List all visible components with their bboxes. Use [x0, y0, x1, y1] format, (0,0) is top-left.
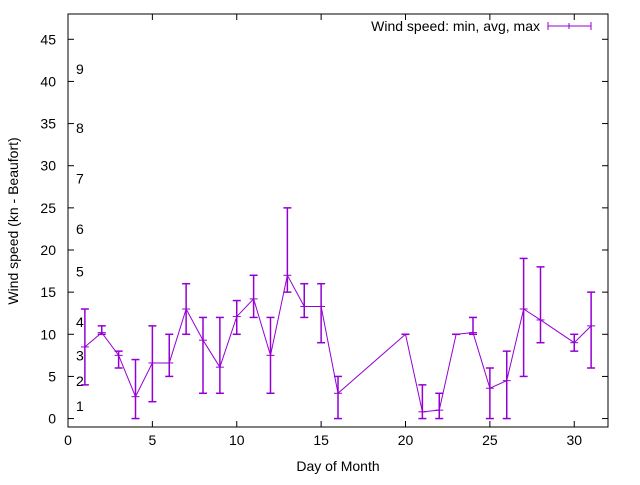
- x-tick-label: 15: [313, 432, 329, 448]
- y-tick-label: 35: [40, 116, 56, 132]
- y-tick-label: 0: [48, 411, 56, 427]
- beaufort-label: 5: [76, 263, 84, 279]
- y-tick-label: 15: [40, 284, 56, 300]
- y-tick-label: 5: [48, 368, 56, 384]
- beaufort-label: 2: [76, 373, 84, 389]
- x-tick-label: 0: [64, 432, 72, 448]
- beaufort-label: 4: [76, 314, 84, 330]
- x-tick-label: 30: [566, 432, 582, 448]
- x-tick-label: 20: [398, 432, 414, 448]
- legend-label: Wind speed: min, avg, max: [371, 18, 540, 34]
- beaufort-label: 1: [76, 398, 84, 414]
- x-tick-label: 10: [229, 432, 245, 448]
- beaufort-label: 6: [76, 221, 84, 237]
- x-axis-label: Day of Month: [296, 458, 379, 474]
- y-tick-label: 25: [40, 200, 56, 216]
- beaufort-label: 3: [76, 348, 84, 364]
- beaufort-label: 7: [76, 171, 84, 187]
- y-tick-label: 30: [40, 158, 56, 174]
- y-tick-label: 40: [40, 73, 56, 89]
- plot-frame: [67, 13, 609, 428]
- x-tick-label: 5: [148, 432, 156, 448]
- beaufort-label: 9: [76, 61, 84, 77]
- beaufort-label: 8: [76, 120, 84, 136]
- y-axis-label: Wind speed (kn - Beaufort): [5, 137, 21, 304]
- x-tick-label: 25: [482, 432, 498, 448]
- y-tick-label: 45: [40, 31, 56, 47]
- legend: Wind speed: min, avg, max: [371, 18, 592, 34]
- y-tick-label: 10: [40, 326, 56, 342]
- y-tick-label: 20: [40, 242, 56, 258]
